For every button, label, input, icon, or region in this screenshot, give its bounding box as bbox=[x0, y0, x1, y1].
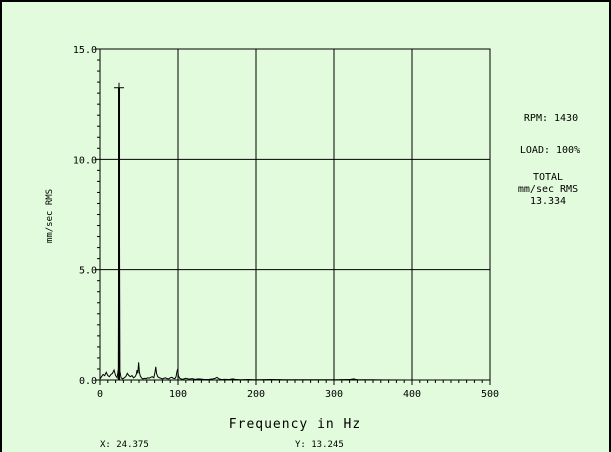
x-axis-label: Frequency in Hz bbox=[229, 417, 361, 432]
total-value: 13.334 bbox=[530, 196, 566, 207]
axis-tick-labels: 0 100 200 300 400 500 0.0 5.0 10.0 15.0 bbox=[73, 45, 499, 400]
x-tick-label: 300 bbox=[325, 389, 343, 400]
cursor-y-readout: Y: 13.245 bbox=[295, 440, 344, 450]
x-tick-label: 100 bbox=[169, 389, 187, 400]
x-tick-label: 400 bbox=[403, 389, 421, 400]
y-tick-label: 0.0 bbox=[79, 376, 97, 387]
total-title: TOTAL bbox=[533, 172, 563, 183]
y-tick-label: 5.0 bbox=[79, 266, 97, 277]
x-tick-label: 0 bbox=[97, 389, 103, 400]
cursor-x-readout: X: 24.375 bbox=[100, 440, 149, 450]
rpm-readout: RPM: 1430 bbox=[524, 113, 578, 124]
total-units: mm/sec RMS bbox=[518, 184, 578, 195]
plot-border bbox=[99, 48, 491, 381]
y-tick-label: 10.0 bbox=[73, 155, 97, 166]
load-readout: LOAD: 100% bbox=[520, 145, 580, 156]
x-tick-label: 200 bbox=[247, 389, 265, 400]
y-tick-label: 15.0 bbox=[73, 45, 97, 56]
spectrum-line bbox=[99, 87, 490, 381]
peak-cursor-marker bbox=[114, 82, 125, 380]
y-axis-label: mm/sec RMS bbox=[45, 189, 55, 243]
x-tick-label: 500 bbox=[481, 389, 499, 400]
grid-lines bbox=[100, 49, 490, 380]
axis-ticks bbox=[95, 48, 491, 385]
